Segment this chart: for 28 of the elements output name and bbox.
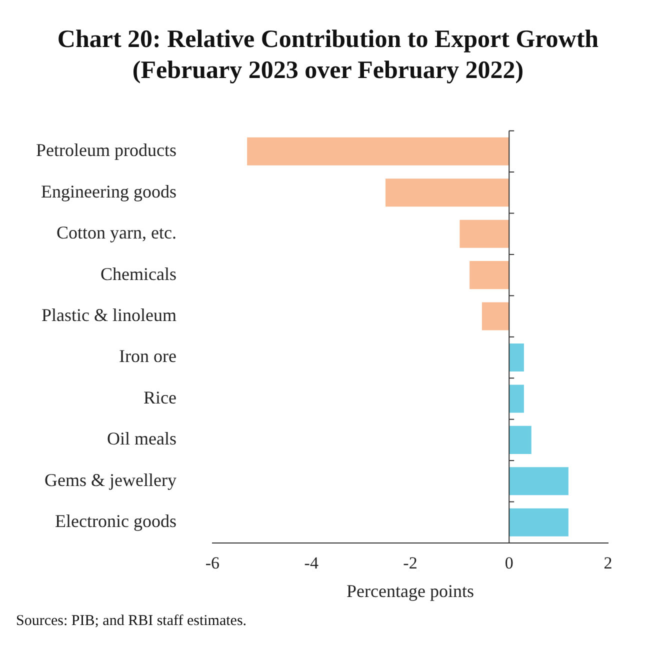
x-tick-label: -6 bbox=[205, 554, 220, 573]
chart-title: Chart 20: Relative Contribution to Export Growth (February 2023 over February 2022) bbox=[56, 25, 600, 86]
x-tick-label: -2 bbox=[403, 554, 418, 573]
y-tick-label: Cotton yarn, etc. bbox=[56, 222, 176, 243]
bar bbox=[470, 261, 510, 290]
bar bbox=[509, 508, 568, 536]
source-note: Sources: PIB; and RBI staff estimates. bbox=[15, 613, 248, 630]
x-tick-label: 0 bbox=[504, 554, 514, 573]
x-tick-label: 2 bbox=[604, 554, 612, 573]
y-tick-label: Oil meals bbox=[106, 428, 176, 449]
y-tick-label: Chemicals bbox=[100, 264, 176, 284]
x-axis-title: Percentage points bbox=[346, 580, 474, 601]
bar bbox=[460, 220, 510, 248]
y-tick-label: Plastic & linoleum bbox=[41, 305, 176, 326]
y-tick-label: Rice bbox=[143, 387, 176, 408]
bar bbox=[509, 343, 524, 372]
y-tick-label: Electronic goods bbox=[55, 511, 176, 532]
y-tick-label: Petroleum products bbox=[36, 140, 176, 160]
bar bbox=[482, 302, 510, 330]
y-tick-label: Engineering goods bbox=[40, 181, 176, 202]
bar bbox=[509, 467, 568, 496]
y-tick-label: Iron ore bbox=[118, 346, 176, 366]
x-tick-label: -4 bbox=[304, 554, 319, 573]
y-tick-label: Gems & jewellery bbox=[44, 470, 176, 490]
bar bbox=[386, 178, 510, 207]
bar bbox=[509, 426, 532, 454]
bar bbox=[509, 384, 524, 413]
bar bbox=[247, 137, 510, 166]
